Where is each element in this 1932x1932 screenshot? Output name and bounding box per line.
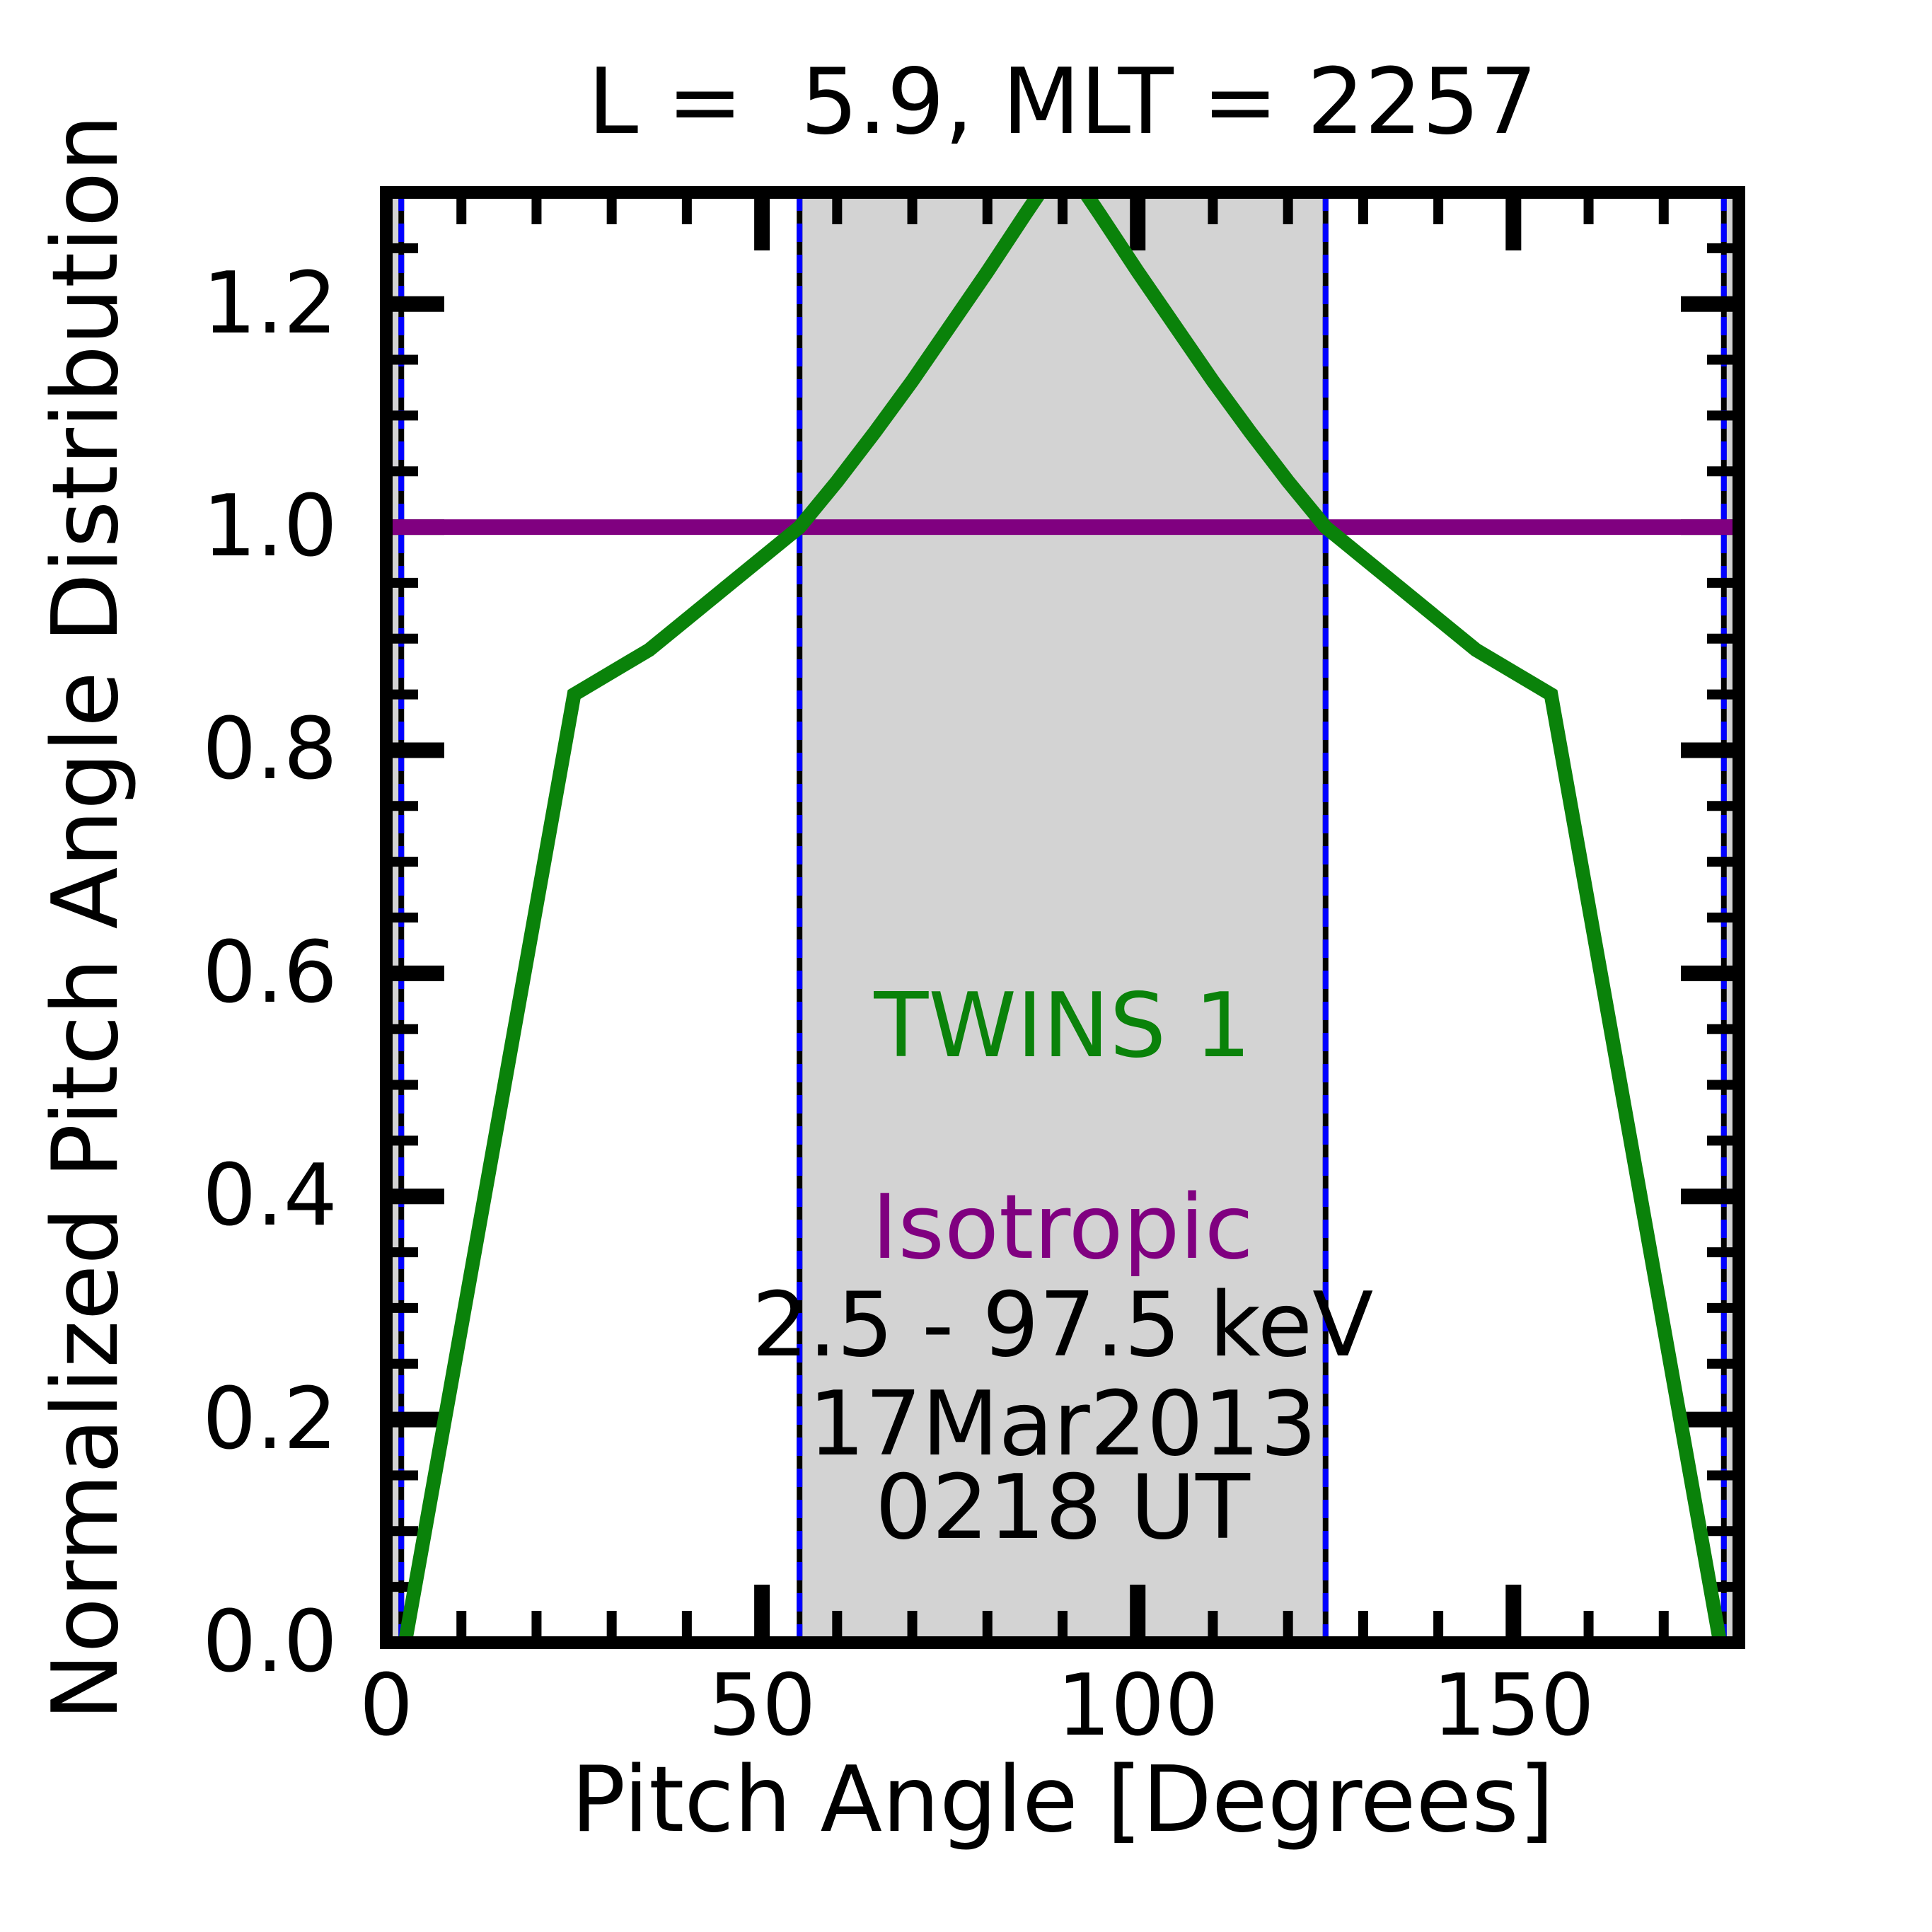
annotation-time: 0218 UT — [875, 1455, 1250, 1560]
x-tick-label: 50 — [707, 1657, 816, 1755]
annotation-energy-range: 2.5 - 97.5 keV — [751, 1272, 1374, 1377]
y-tick-label: 0.0 — [202, 1593, 337, 1691]
y-tick-label: 0.4 — [202, 1147, 337, 1246]
y-tick-label: 0.2 — [202, 1370, 337, 1469]
x-axis-title: Pitch Angle [Degrees] — [571, 1747, 1554, 1853]
x-tick-label: 150 — [1432, 1657, 1595, 1755]
y-tick-label: 0.8 — [202, 700, 337, 799]
y-tick-label: 1.0 — [202, 478, 337, 577]
plot-frame — [380, 186, 1745, 1649]
annotation-twins1: TWINS 1 — [874, 973, 1251, 1077]
twins1-line — [399, 199, 1726, 1636]
shaded-region — [799, 192, 1326, 1643]
annotation-date: 17Mar2013 — [808, 1371, 1317, 1476]
annotation-isotropic: Isotropic — [872, 1175, 1254, 1280]
chart-title: L = 5.9, MLT = 2257 — [587, 50, 1538, 155]
y-tick-label: 0.6 — [202, 923, 337, 1022]
y-axis-title: Normalized Pitch Angle Distribution — [33, 114, 139, 1721]
x-tick-label: 100 — [1056, 1657, 1219, 1755]
y-tick-label: 1.2 — [202, 254, 337, 353]
x-tick-label: 0 — [359, 1657, 414, 1755]
